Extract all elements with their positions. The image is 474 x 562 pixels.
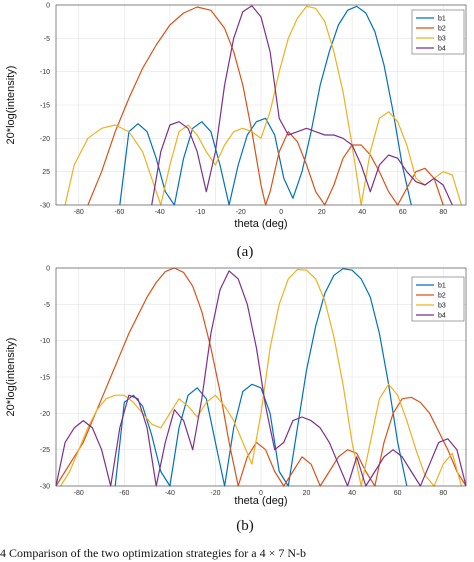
x-tick-label: -60 (114, 209, 124, 216)
x-tick-label: -20 (210, 490, 220, 497)
legend-label-b1: b1 (438, 16, 446, 23)
y-tick-label: -15 (40, 375, 50, 382)
y-tick-label: -5 (44, 302, 50, 309)
x-axis-label: theta (deg) (234, 218, 287, 230)
y-tick-label: -25 (40, 447, 50, 454)
figure-footer-text: 4 Comparison of the two optimization str… (0, 546, 306, 560)
y-tick-label: -30 (40, 203, 50, 210)
axes-frame (55, 4, 467, 206)
y-axis-label: 20*log(intensity) (5, 66, 17, 145)
series-line-b4 (55, 270, 467, 487)
x-tick-label: -10 (195, 209, 205, 216)
y-axis-label: 20*log(intensity) (5, 338, 17, 417)
legend-label-b4: b4 (438, 313, 446, 320)
series-line-b1 (119, 5, 412, 206)
y-tick-label: -20 (40, 411, 50, 418)
x-tick-label: 40 (358, 209, 366, 216)
y-tick-label: 25 (42, 169, 50, 176)
series-line-b4 (151, 5, 453, 206)
chart-panel-a: -80 -60 -40 -10 -20 0 20 40 60 80 0 -5 -10 -15 -20 25 -3… (5, 3, 467, 230)
y-tick-label: -30 (40, 484, 50, 491)
y-tick-label: -10 (40, 338, 50, 345)
axes-frame (55, 267, 467, 487)
y-tick-label: -10 (40, 69, 50, 76)
series-line-b3 (60, 268, 462, 487)
series-line-b2 (55, 267, 467, 487)
chart-panel-b: -80 -60 -40 -20 0 20 40 60 80 0 -5 -10 -15 -20 -25 -30 t… (5, 266, 467, 507)
series-line-b2 (87, 6, 444, 206)
y-tick-label: 0 (46, 266, 50, 273)
legend-label-b3: b3 (438, 36, 446, 43)
x-tick-label: -60 (119, 490, 129, 497)
x-tick-label: 0 (259, 490, 263, 497)
legend-box (411, 9, 465, 55)
legend-label-b2: b2 (438, 293, 446, 300)
x-tick-label: -80 (74, 209, 84, 216)
x-tick-label: 0 (279, 209, 283, 216)
series-line-b1 (114, 268, 408, 487)
x-tick-label: -20 (236, 209, 246, 216)
x-axis-label: theta (deg) (234, 495, 287, 507)
legend-label-b1: b1 (438, 283, 446, 290)
legend-label-b4: b4 (438, 46, 446, 53)
caption-b: (b) (236, 518, 254, 534)
y-tick-label: -15 (40, 103, 50, 110)
x-tick-label: 20 (318, 209, 326, 216)
series-line-b3 (64, 5, 462, 206)
legend-label-b3: b3 (438, 303, 446, 310)
x-tick-label: 60 (399, 209, 407, 216)
x-tick-label: 40 (348, 490, 356, 497)
x-tick-label: 80 (439, 490, 447, 497)
y-tick-label: -20 (40, 136, 50, 143)
legend-box (411, 276, 465, 322)
x-tick-label: 80 (439, 209, 447, 216)
x-tick-label: -80 (74, 490, 84, 497)
y-tick-label: -5 (44, 36, 50, 43)
x-tick-label: -40 (165, 490, 175, 497)
caption-a: (a) (237, 244, 254, 260)
x-tick-label: 20 (303, 490, 311, 497)
x-tick-label: -40 (155, 209, 165, 216)
legend-label-b2: b2 (438, 26, 446, 33)
x-tick-label: 60 (394, 490, 402, 497)
y-tick-label: 0 (46, 3, 50, 10)
